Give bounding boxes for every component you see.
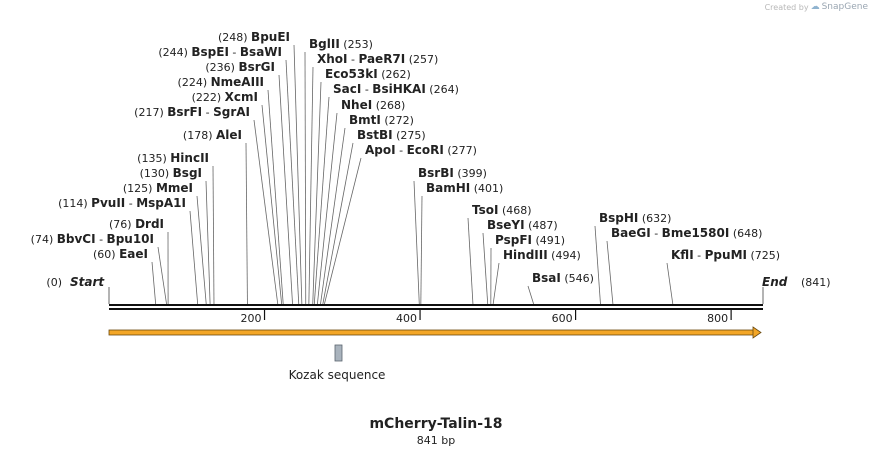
scale-tick-label: 600	[552, 312, 573, 325]
site-label-NmeAIII: (224) NmeAIII	[178, 75, 264, 89]
snapgene-logo-icon: ☁	[811, 2, 820, 12]
start-position: (0)	[46, 276, 62, 289]
site-leader-BglII	[305, 52, 306, 304]
site-leader-MmeI	[197, 196, 206, 304]
site-label-XhoI: XhoI - PaeR7I (257)	[317, 52, 438, 66]
site-label-BsrBI: BsrBI (399)	[418, 166, 487, 180]
site-leader-BseYI	[483, 233, 488, 304]
site-leader-NmeAIII	[268, 90, 283, 304]
site-leader-HindIII	[493, 263, 499, 304]
map-title: mCherry-Talin-18	[0, 416, 872, 432]
site-label-BaeGI: BaeGI - Bme1580I (648)	[611, 226, 762, 240]
site-label-ApoI: ApoI - EcoRI (277)	[365, 143, 477, 157]
site-label-DrdI: (76) DrdI	[109, 217, 164, 231]
orf-arrow-body	[109, 330, 755, 335]
site-label-PspFI: PspFI (491)	[495, 233, 565, 247]
end-label: End	[762, 275, 788, 289]
site-label-BamHI: BamHI (401)	[426, 181, 503, 195]
site-label-HindIII: HindIII (494)	[503, 248, 581, 262]
site-label-Eco53kI: Eco53kI (262)	[325, 67, 411, 81]
site-label-BsrGI: (236) BsrGI	[205, 60, 275, 74]
site-leader-BsrBI	[414, 181, 419, 304]
kozak-feature-label: Kozak sequence	[289, 368, 386, 382]
site-leader-BamHI	[421, 196, 422, 304]
site-leader-BpuEI	[294, 45, 302, 304]
credit-text: Created by	[765, 3, 809, 12]
site-label-BstBI: BstBI (275)	[357, 128, 426, 142]
site-label-MmeI: (125) MmeI	[123, 181, 193, 195]
site-leader-BspHI	[595, 226, 600, 304]
site-leader-AleI	[246, 143, 247, 304]
site-leader-BsaI	[528, 286, 534, 304]
site-leader-BbvCI	[158, 247, 167, 304]
start-label: Start	[70, 275, 105, 289]
scale-tick-label: 400	[396, 312, 417, 325]
site-label-BspEI: (244) BspEI - BsaWI	[158, 45, 282, 59]
site-label-BbvCI: (74) BbvCI - Bpu10I	[31, 232, 154, 246]
site-leader-BspEI	[286, 60, 299, 304]
credit-brand: SnapGene	[822, 2, 868, 12]
site-label-PvuII: (114) PvuII - MspA1I	[58, 196, 186, 210]
site-label-KflI: KflI - PpuMI (725)	[671, 248, 780, 262]
site-label-BsgI: (130) BsgI	[140, 166, 202, 180]
site-leader-XhoI	[309, 67, 313, 304]
snapgene-credit: Created by ☁ SnapGene	[765, 2, 868, 12]
site-label-BglII: BglII (253)	[309, 37, 373, 51]
site-leader-BaeGI	[607, 241, 613, 304]
end-position: (841)	[801, 276, 831, 289]
site-label-BsrFI: (217) BsrFI - SgrAI	[134, 105, 250, 119]
orf-arrow-head	[753, 327, 761, 338]
map-length: 841 bp	[0, 434, 872, 447]
site-leader-PvuII	[190, 211, 198, 304]
site-leader-BsgI	[206, 181, 210, 304]
site-leader-KflI	[667, 263, 673, 304]
kozak-feature-box	[335, 345, 342, 361]
site-label-AleI: (178) AleI	[183, 128, 242, 142]
site-label-BspHI: BspHI (632)	[599, 211, 671, 225]
site-label-BmtI: BmtI (272)	[349, 113, 414, 127]
site-label-BseYI: BseYI (487)	[487, 218, 558, 232]
site-leader-BstBI	[323, 143, 353, 304]
site-leader-EaeI	[152, 262, 156, 304]
scale-tick-label: 200	[241, 312, 262, 325]
scale-tick-label: 800	[707, 312, 728, 325]
site-label-XcmI: (222) XcmI	[192, 90, 258, 104]
site-leader-HincII	[213, 166, 214, 304]
site-label-SacI: SacI - BsiHKAI (264)	[333, 82, 459, 96]
site-label-BsaI: BsaI (546)	[532, 271, 594, 285]
site-label-TsoI: TsoI (468)	[472, 203, 532, 217]
site-label-BpuEI: (248) BpuEI	[218, 30, 290, 44]
site-label-EaeI: (60) EaeI	[93, 247, 148, 261]
site-leader-TsoI	[468, 218, 473, 304]
site-label-HincII: (135) HincII	[137, 151, 209, 165]
site-label-NheI: NheI (268)	[341, 98, 405, 112]
